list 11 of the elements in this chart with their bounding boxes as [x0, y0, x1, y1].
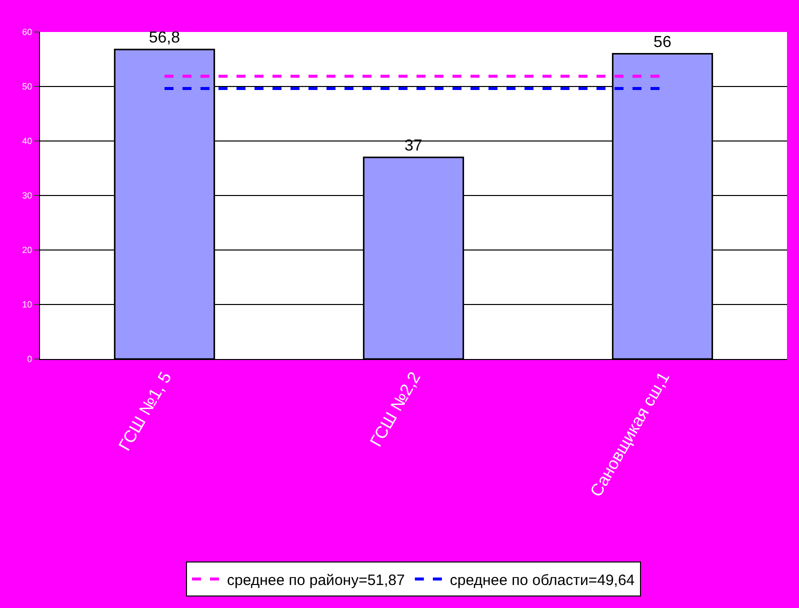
legend-label: среднее по району=51,87	[227, 572, 405, 589]
data-label: 56	[654, 34, 672, 51]
y-tick-label: 60	[22, 27, 32, 38]
y-tick-label: 40	[22, 136, 32, 146]
data-label: 56,8	[148, 29, 180, 46]
y-tick-label: 30	[22, 190, 32, 201]
legend-label: среднее по области=49,64	[450, 572, 635, 589]
y-tick-label: 50	[22, 82, 32, 92]
y-tick-label: 10	[22, 300, 32, 310]
y-tick-label: 20	[22, 245, 32, 256]
y-tick-label: 0	[27, 354, 32, 364]
